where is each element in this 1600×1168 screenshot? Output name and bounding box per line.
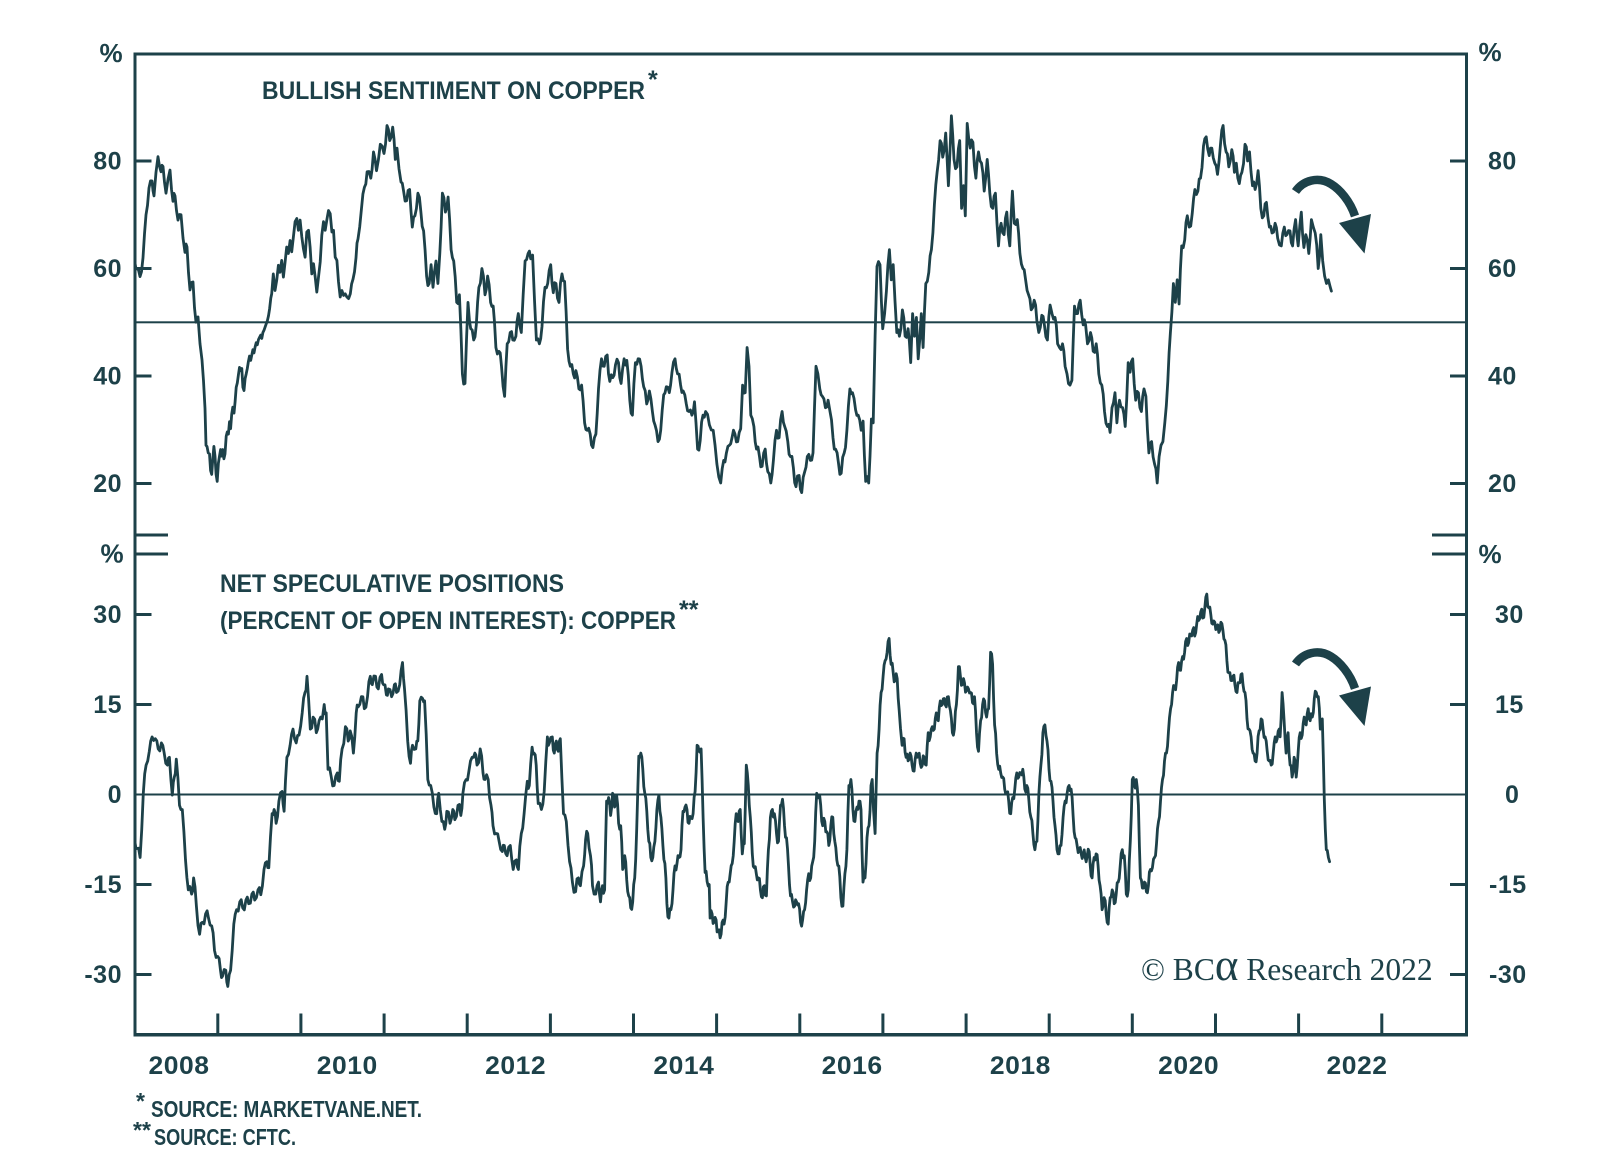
svg-text:80: 80 bbox=[1488, 148, 1517, 176]
svg-text:-15: -15 bbox=[84, 871, 122, 899]
svg-text:20: 20 bbox=[93, 470, 122, 498]
svg-text:2022: 2022 bbox=[1327, 1052, 1388, 1080]
svg-text:SOURCE: CFTC.: SOURCE: CFTC. bbox=[154, 1124, 296, 1150]
svg-text:SOURCE: MARKETVANE.NET.: SOURCE: MARKETVANE.NET. bbox=[151, 1096, 422, 1122]
svg-text:15: 15 bbox=[1495, 691, 1524, 719]
svg-text:40: 40 bbox=[93, 363, 122, 391]
svg-text:2020: 2020 bbox=[1158, 1052, 1219, 1080]
svg-text:BULLISH SENTIMENT ON COPPER: BULLISH SENTIMENT ON COPPER bbox=[262, 77, 645, 105]
svg-text:NET SPECULATIVE POSITIONS: NET SPECULATIVE POSITIONS bbox=[220, 570, 564, 598]
svg-text:2016: 2016 bbox=[822, 1052, 883, 1080]
svg-text:**: ** bbox=[133, 1117, 151, 1143]
svg-text:2012: 2012 bbox=[485, 1052, 546, 1080]
svg-text:60: 60 bbox=[1488, 255, 1517, 283]
svg-text:%: % bbox=[1478, 37, 1501, 67]
svg-text:%: % bbox=[100, 539, 123, 569]
svg-text:60: 60 bbox=[93, 255, 122, 283]
svg-text:**: ** bbox=[679, 596, 699, 624]
svg-text:%: % bbox=[1478, 539, 1501, 569]
svg-text:15: 15 bbox=[93, 691, 122, 719]
svg-text:30: 30 bbox=[1495, 601, 1524, 629]
svg-text:0: 0 bbox=[108, 781, 122, 809]
svg-text:-30: -30 bbox=[84, 961, 122, 989]
svg-text:0: 0 bbox=[1505, 781, 1519, 809]
svg-text:2008: 2008 bbox=[149, 1052, 210, 1080]
svg-text:2014: 2014 bbox=[653, 1052, 714, 1080]
svg-text:%: % bbox=[99, 38, 122, 68]
svg-text:30: 30 bbox=[93, 601, 122, 629]
svg-text:-30: -30 bbox=[1489, 961, 1527, 989]
svg-text:80: 80 bbox=[93, 148, 122, 176]
svg-text:*: * bbox=[648, 66, 658, 94]
svg-text:20: 20 bbox=[1488, 470, 1517, 498]
svg-text:40: 40 bbox=[1488, 363, 1517, 391]
svg-text:2018: 2018 bbox=[990, 1052, 1051, 1080]
svg-text:-15: -15 bbox=[1489, 871, 1527, 899]
svg-text:2010: 2010 bbox=[317, 1052, 378, 1080]
svg-text:*: * bbox=[136, 1088, 145, 1114]
svg-text:(PERCENT OF OPEN INTEREST): CO: (PERCENT OF OPEN INTEREST): COPPER bbox=[220, 607, 676, 635]
